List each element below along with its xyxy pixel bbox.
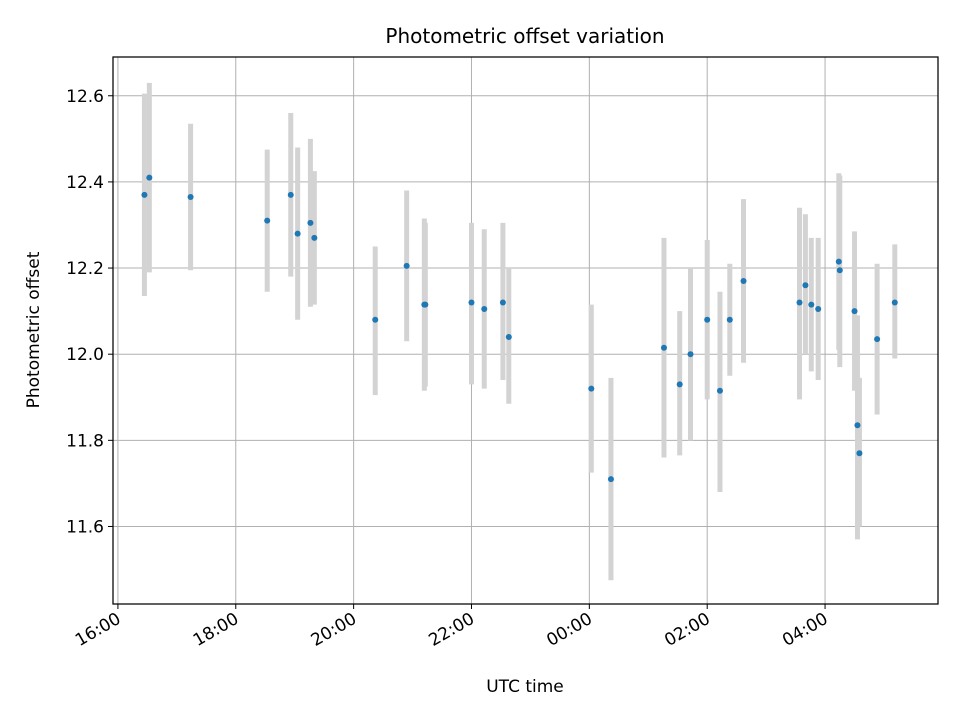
- data-point: [854, 422, 861, 429]
- data-point: [607, 476, 614, 483]
- data-point: [307, 219, 314, 226]
- data-point: [660, 344, 667, 351]
- data-point: [372, 316, 379, 323]
- data-point: [481, 305, 488, 312]
- data-point: [588, 385, 595, 392]
- data-point: [796, 299, 803, 306]
- x-tick-label: 22:00: [426, 609, 478, 651]
- data-point: [856, 450, 863, 457]
- x-tick-label: 16:00: [72, 609, 124, 651]
- data-point: [726, 316, 733, 323]
- data-point: [808, 301, 815, 308]
- data-point: [676, 381, 683, 388]
- data-point: [687, 351, 694, 358]
- data-point: [499, 299, 506, 306]
- data-point: [287, 191, 294, 198]
- x-tick-label: 02:00: [661, 609, 713, 651]
- data-point: [716, 387, 723, 394]
- tick-layer: 16:00 18:00 20:00 22:00 00:00 02:00 04:00 11.6 1…: [66, 87, 831, 651]
- data-point: [311, 234, 318, 241]
- data-point: [264, 217, 271, 224]
- y-tick-label: 12.4: [66, 173, 104, 193]
- x-tick-label: 20:00: [308, 609, 360, 651]
- grid-layer: [113, 57, 938, 604]
- data-point: [141, 191, 148, 198]
- data-point: [891, 299, 898, 306]
- data-point: [146, 174, 153, 181]
- y-tick-label: 11.8: [66, 431, 104, 451]
- y-axis-label: Photometric offset: [24, 251, 44, 408]
- data-point: [835, 258, 842, 265]
- data-point: [704, 316, 711, 323]
- data-point: [187, 193, 194, 200]
- data-point: [468, 299, 475, 306]
- data-point: [422, 301, 429, 308]
- errorbar-layer: [141, 82, 898, 581]
- y-tick-label: 12.6: [66, 87, 104, 107]
- point-layer: [141, 174, 898, 483]
- data-point: [294, 230, 301, 237]
- data-point: [815, 305, 822, 312]
- data-point: [802, 282, 809, 289]
- data-point: [851, 308, 858, 315]
- data-point: [403, 262, 410, 269]
- data-point: [505, 333, 512, 340]
- plot-frame: [112, 56, 939, 605]
- x-axis-label: UTC time: [486, 677, 564, 697]
- data-point: [874, 336, 881, 343]
- chart-title: Photometric offset variation: [385, 24, 664, 48]
- x-tick-label: 00:00: [543, 609, 595, 651]
- x-tick-label: 04:00: [779, 609, 831, 651]
- y-tick-label: 12.0: [66, 345, 104, 365]
- data-point: [740, 277, 747, 284]
- y-tick-label: 12.2: [66, 259, 104, 279]
- x-tick-label: 18:00: [190, 609, 242, 651]
- y-tick-label: 11.6: [66, 517, 104, 537]
- data-point: [836, 267, 843, 274]
